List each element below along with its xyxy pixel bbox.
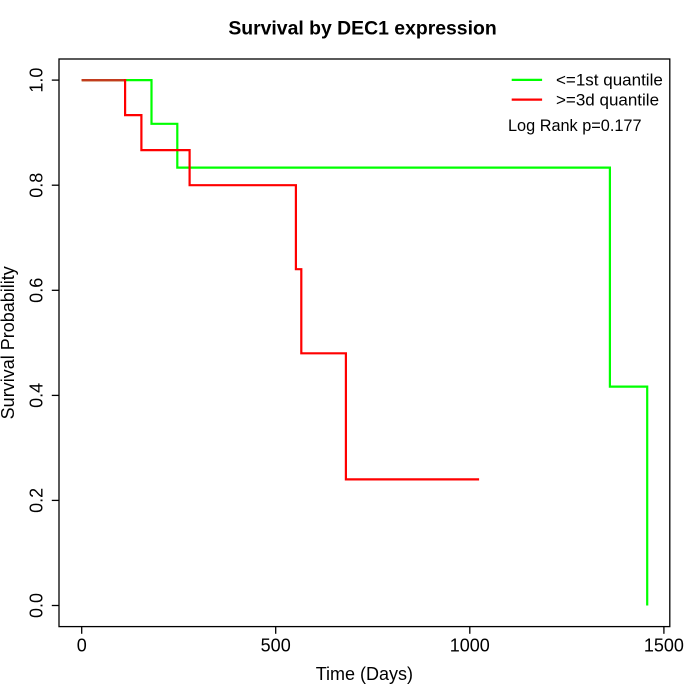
svg-text:0.4: 0.4 xyxy=(27,383,47,408)
svg-text:0.2: 0.2 xyxy=(27,488,47,513)
svg-text:>=3d quantile: >=3d quantile xyxy=(556,91,659,110)
svg-text:1.0: 1.0 xyxy=(27,68,47,93)
svg-text:Survival by DEC1 expression: Survival by DEC1 expression xyxy=(228,17,496,39)
svg-text:0.8: 0.8 xyxy=(27,173,47,198)
svg-text:1500: 1500 xyxy=(644,635,684,655)
svg-text:Log Rank p=0.177: Log Rank p=0.177 xyxy=(508,117,642,135)
svg-text:0.6: 0.6 xyxy=(27,278,47,303)
svg-text:Time (Days): Time (Days) xyxy=(316,664,413,684)
svg-text:0: 0 xyxy=(77,635,87,655)
svg-text:Survival Probability: Survival Probability xyxy=(0,266,18,419)
svg-text:1000: 1000 xyxy=(450,635,490,655)
svg-text:<=1st quantile: <=1st quantile xyxy=(556,71,663,90)
svg-text:0.0: 0.0 xyxy=(27,593,47,618)
svg-text:500: 500 xyxy=(261,635,291,655)
